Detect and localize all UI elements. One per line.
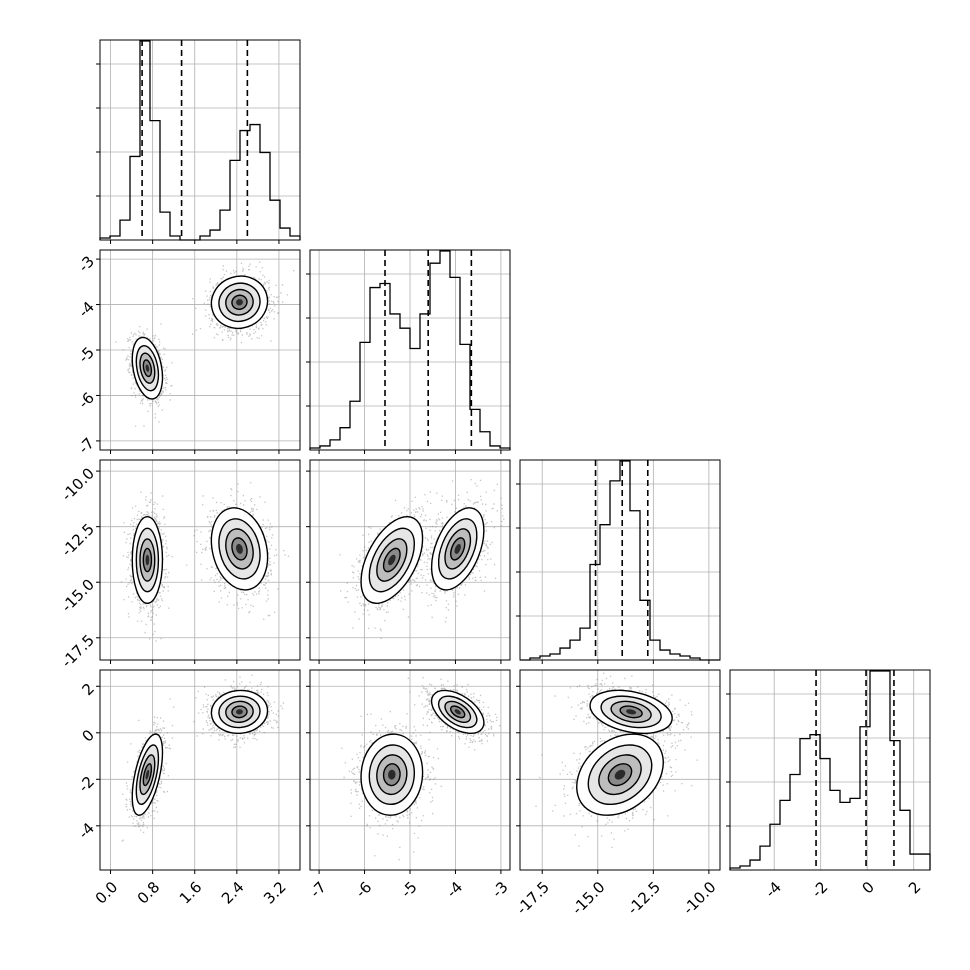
x-tick-label: 0	[858, 878, 877, 897]
y-tick-label: -7	[75, 434, 98, 457]
y-tick-label: -10.0	[58, 464, 98, 504]
x-tick-label: -5	[397, 878, 420, 901]
scatter-density	[115, 261, 295, 427]
y-tick-label: -4	[75, 819, 98, 842]
y-tick-label: -4	[75, 298, 98, 321]
y-tick-label: 2	[79, 680, 98, 699]
x-tick-label: 3.2	[260, 878, 290, 908]
y-tick-label: -17.5	[58, 631, 98, 671]
x-tick-label: -7	[307, 878, 330, 901]
y-tick-label: -6	[75, 389, 98, 412]
scatter-panel-3-0	[96, 669, 301, 874]
x-tick-label: -12.5	[624, 878, 664, 918]
panel-frame	[729, 669, 931, 871]
scatter-density	[121, 674, 285, 842]
y-tick-label: -15.0	[58, 576, 98, 616]
histogram-panel-0	[96, 39, 301, 244]
density-contour	[145, 554, 150, 566]
histogram-line	[309, 250, 511, 450]
scatter-density	[341, 677, 501, 861]
density-contour	[236, 299, 243, 306]
scatter-density	[120, 482, 290, 642]
histogram-panel-2	[516, 459, 721, 664]
x-tick-label: -6	[352, 878, 375, 901]
x-tick-label: -15.0	[568, 878, 608, 918]
histogram-panel-3	[726, 669, 931, 871]
histogram-line	[520, 460, 720, 661]
histogram-line	[99, 40, 301, 241]
panel-frame	[519, 459, 721, 661]
density-contour	[236, 709, 243, 715]
y-tick-label: -3	[75, 252, 98, 275]
x-tick-label: -4	[762, 878, 785, 901]
panel-frame	[519, 669, 721, 871]
scatter-panel-2-0	[96, 459, 301, 664]
scatter-density	[339, 479, 505, 639]
scatter-panel-3-1	[306, 669, 511, 874]
x-tick-label: 0.8	[134, 878, 164, 908]
panel-frame	[99, 459, 301, 661]
scatter-density	[535, 672, 698, 849]
x-tick-label: 0.0	[92, 878, 122, 908]
scatter-panel-1-0	[96, 249, 301, 454]
x-tick-label: -10.0	[679, 878, 719, 918]
x-tick-label: 2.4	[218, 878, 248, 908]
histogram-panel-1	[306, 249, 511, 454]
x-tick-label: 1.6	[176, 878, 206, 908]
x-tick-label: -3	[488, 878, 511, 901]
density-contour	[145, 769, 150, 780]
panel-frame	[99, 669, 301, 871]
y-tick-label: -2	[75, 773, 98, 796]
y-tick-label: 0	[79, 726, 98, 745]
x-tick-label: -4	[443, 878, 466, 901]
density-contour	[626, 709, 637, 715]
density-contour	[145, 364, 150, 372]
x-tick-label: 2	[905, 878, 924, 897]
x-tick-label: -17.5	[513, 878, 553, 918]
scatter-panel-3-2	[516, 669, 721, 874]
x-tick-label: -2	[808, 878, 831, 901]
panel-frame	[99, 39, 301, 241]
density-contour	[236, 543, 243, 554]
y-tick-label: -12.5	[58, 520, 98, 560]
density-contour	[614, 769, 626, 780]
density-contour	[454, 543, 461, 554]
histogram-line	[729, 670, 931, 870]
y-tick-label: -5	[75, 343, 98, 366]
density-contour	[388, 769, 396, 780]
scatter-panel-2-1	[306, 459, 511, 664]
